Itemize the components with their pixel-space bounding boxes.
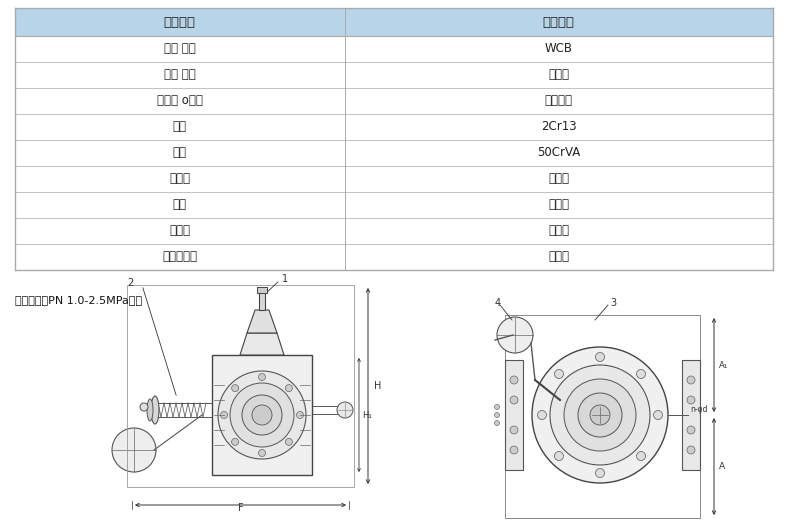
Bar — [15, 218, 773, 244]
Text: 连接尺寸（PN 1.0-2.5MPa）：: 连接尺寸（PN 1.0-2.5MPa）： — [15, 295, 142, 305]
Circle shape — [337, 402, 353, 418]
Circle shape — [510, 396, 518, 404]
Text: 1: 1 — [282, 274, 288, 284]
Circle shape — [221, 412, 228, 418]
Bar — [15, 8, 773, 36]
Text: 零件材料: 零件材料 — [543, 16, 575, 28]
Bar — [505, 315, 700, 518]
Circle shape — [258, 373, 266, 381]
Circle shape — [230, 383, 294, 447]
Circle shape — [510, 376, 518, 384]
Circle shape — [232, 385, 239, 392]
Text: 丁腈橡胶: 丁腈橡胶 — [545, 94, 573, 108]
Circle shape — [495, 404, 500, 410]
Text: 阀杆: 阀杆 — [173, 121, 187, 133]
Circle shape — [687, 446, 695, 454]
Text: WCB: WCB — [545, 43, 573, 56]
Ellipse shape — [147, 399, 153, 421]
Circle shape — [637, 370, 645, 379]
Text: n-φd: n-φd — [690, 405, 708, 415]
Circle shape — [687, 396, 695, 404]
Text: A: A — [719, 462, 725, 471]
Circle shape — [252, 405, 272, 425]
Circle shape — [112, 428, 156, 472]
Circle shape — [510, 426, 518, 434]
Text: 阀座 阀盘: 阀座 阀盘 — [164, 68, 195, 81]
Circle shape — [285, 438, 292, 445]
Text: 不锈钢: 不锈钢 — [548, 250, 570, 264]
Bar — [259, 290, 265, 310]
Circle shape — [140, 403, 148, 411]
Text: 50CrVA: 50CrVA — [537, 146, 581, 160]
Text: A₁: A₁ — [719, 361, 728, 370]
Circle shape — [596, 352, 604, 362]
Circle shape — [653, 411, 663, 419]
Circle shape — [218, 371, 306, 459]
Text: H: H — [374, 381, 381, 391]
Circle shape — [510, 446, 518, 454]
Circle shape — [687, 426, 695, 434]
Ellipse shape — [151, 396, 159, 424]
Circle shape — [590, 405, 610, 425]
Circle shape — [296, 412, 303, 418]
Text: F: F — [238, 503, 243, 513]
Bar — [257, 287, 267, 293]
Text: H₁: H₁ — [362, 411, 372, 419]
Bar — [15, 166, 773, 192]
Text: 零件名称: 零件名称 — [164, 16, 196, 28]
Text: 微型过滤器: 微型过滤器 — [162, 250, 197, 264]
Text: 球阀: 球阀 — [173, 198, 187, 212]
Circle shape — [555, 452, 563, 460]
Bar — [15, 244, 773, 270]
Circle shape — [258, 449, 266, 457]
Text: 铜合金: 铜合金 — [548, 173, 570, 185]
Bar — [505, 360, 523, 470]
Text: 密封圈 o型圈: 密封圈 o型圈 — [157, 94, 203, 108]
Bar — [15, 36, 773, 62]
Text: 铜合金: 铜合金 — [548, 225, 570, 237]
Text: 铜合金: 铜合金 — [548, 68, 570, 81]
Bar — [15, 62, 773, 88]
Circle shape — [578, 393, 622, 437]
Text: 阀体 阀盖: 阀体 阀盖 — [164, 43, 195, 56]
Circle shape — [537, 411, 547, 419]
Circle shape — [596, 468, 604, 478]
Circle shape — [687, 376, 695, 384]
Circle shape — [495, 413, 500, 417]
Bar — [127, 285, 354, 487]
Circle shape — [555, 370, 563, 379]
Polygon shape — [247, 310, 277, 333]
Text: 铜合金: 铜合金 — [548, 198, 570, 212]
Circle shape — [550, 365, 650, 465]
Circle shape — [497, 317, 533, 353]
Circle shape — [564, 379, 636, 451]
Bar — [682, 360, 700, 470]
Text: 2Cr13: 2Cr13 — [541, 121, 577, 133]
Circle shape — [532, 347, 668, 483]
Circle shape — [495, 421, 500, 425]
Circle shape — [232, 438, 239, 445]
Circle shape — [637, 452, 645, 460]
Bar — [15, 114, 773, 140]
Text: 2: 2 — [128, 278, 134, 288]
Text: 弹簧: 弹簧 — [173, 146, 187, 160]
Circle shape — [285, 385, 292, 392]
Bar — [212, 355, 312, 475]
Text: 3: 3 — [610, 298, 616, 308]
Circle shape — [242, 395, 282, 435]
Text: 针型阀: 针型阀 — [169, 173, 191, 185]
Bar — [15, 140, 773, 166]
Text: 4: 4 — [495, 298, 501, 308]
Text: 浮球阀: 浮球阀 — [169, 225, 191, 237]
Bar — [15, 88, 773, 114]
Polygon shape — [240, 333, 284, 355]
Bar — [15, 192, 773, 218]
